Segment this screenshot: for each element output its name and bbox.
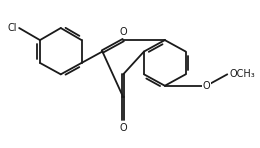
Text: Cl: Cl [8,23,17,33]
Text: OCH₃: OCH₃ [230,69,256,79]
Text: O: O [119,27,127,37]
Text: O: O [119,123,127,133]
Text: O: O [203,81,210,91]
